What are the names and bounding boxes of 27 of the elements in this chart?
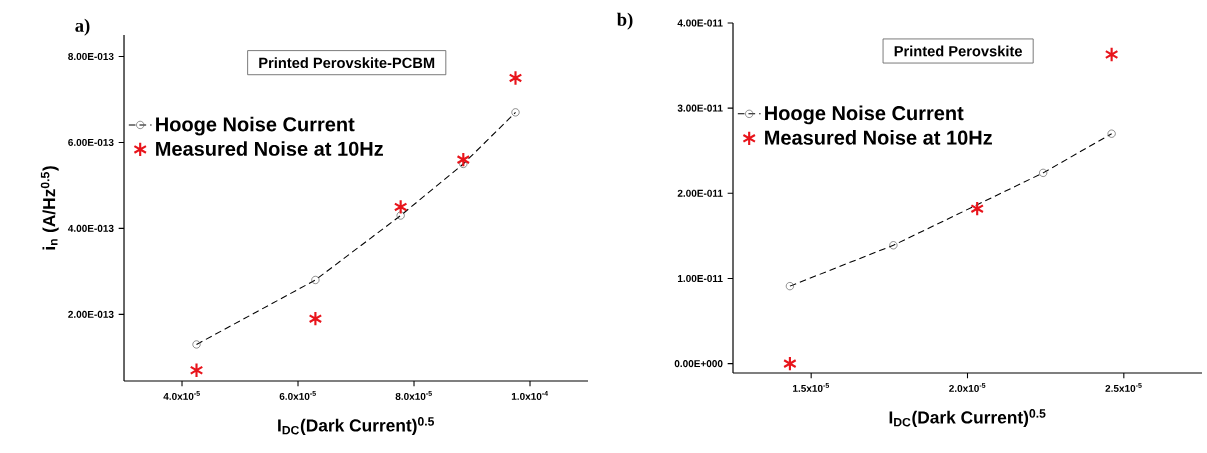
x-tick-label: 4.0x10$^{-5}$	[163, 391, 200, 400]
x-axis-title: I$_{DC}$(Dark Current)$^{0.5}$	[889, 409, 1046, 427]
legend-label: Hooge Noise Current	[765, 105, 964, 125]
x-tick-label: 2.5x10$^{-5}$	[1105, 383, 1142, 392]
legend-label: Measured Noise at 10Hz	[156, 141, 383, 156]
y-tick-label: 4.00E-013	[67, 224, 114, 232]
y-tick-label: 3.00E-011	[677, 104, 723, 112]
text: Printed Perovskite	[894, 45, 1022, 57]
y-tick-label: 2.00E-011	[677, 189, 723, 197]
legend-label: Measured Noise at 10Hz	[765, 130, 992, 145]
y-tick-label: 1.00E-011	[677, 274, 723, 283]
y-tick-label: 2.00E-013	[68, 310, 114, 318]
legend-label: Hooge Noise Current	[156, 116, 355, 136]
x-tick-label: 2.0x10$^{-5}$	[949, 383, 986, 392]
text: a)	[75, 18, 90, 36]
text: b)	[616, 12, 633, 30]
x-tick-label: 1.5x10$^{-5}$	[793, 383, 830, 392]
x-axis-title: I$_{DC}$(Dark Current)$^{0.5}$	[278, 417, 435, 435]
y-tick-label: 4.00E-011	[677, 19, 723, 27]
x-tick-label: 1.0x10$^{-4}$	[511, 391, 549, 400]
y-tick-label: 8.00E-013	[68, 52, 114, 61]
x-tick-label: 8.0x10$^{-5}$	[395, 391, 432, 400]
y-tick-label: 0.00E+000	[674, 360, 723, 368]
x-tick-label: 6.0x10$^{-5}$	[279, 391, 316, 400]
y-tick-label: 6.00E-013	[68, 138, 114, 146]
y-axis-title: i$_{n}$ (A/Hz$^{0.5}$)	[40, 166, 59, 250]
text: Printed Perovskite-PCBM	[259, 57, 435, 69]
